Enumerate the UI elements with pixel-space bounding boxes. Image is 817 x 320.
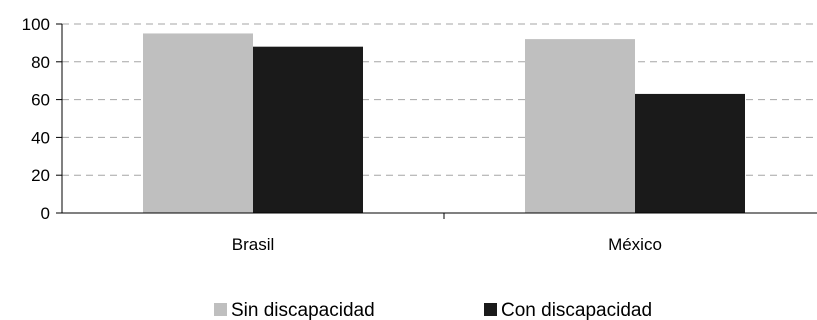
category-label: Brasil	[232, 235, 275, 254]
legend-swatch	[214, 303, 227, 316]
y-tick-label: 100	[22, 15, 50, 34]
y-tick-label: 40	[31, 128, 50, 147]
y-tick-label: 0	[41, 204, 50, 223]
category-label: México	[608, 235, 662, 254]
y-tick-label: 20	[31, 166, 50, 185]
legend-label: Con discapacidad	[501, 300, 652, 320]
y-tick-label: 80	[31, 53, 50, 72]
legend-label: Sin discapacidad	[231, 300, 375, 320]
bar-sin-discapacidad-0	[143, 33, 253, 214]
legend: Sin discapacidad Con discapacidad	[214, 300, 652, 320]
bar-group	[143, 33, 745, 214]
legend-swatch	[484, 303, 497, 316]
bar-con-discapacidad-1	[635, 93, 745, 213]
bar-sin-discapacidad-1	[525, 39, 635, 214]
bar-con-discapacidad-0	[253, 46, 363, 214]
y-tick-label: 60	[31, 91, 50, 110]
y-tick-group: 0 20 40 60 80 100	[22, 15, 445, 223]
category-label-group: Brasil México	[232, 235, 662, 254]
